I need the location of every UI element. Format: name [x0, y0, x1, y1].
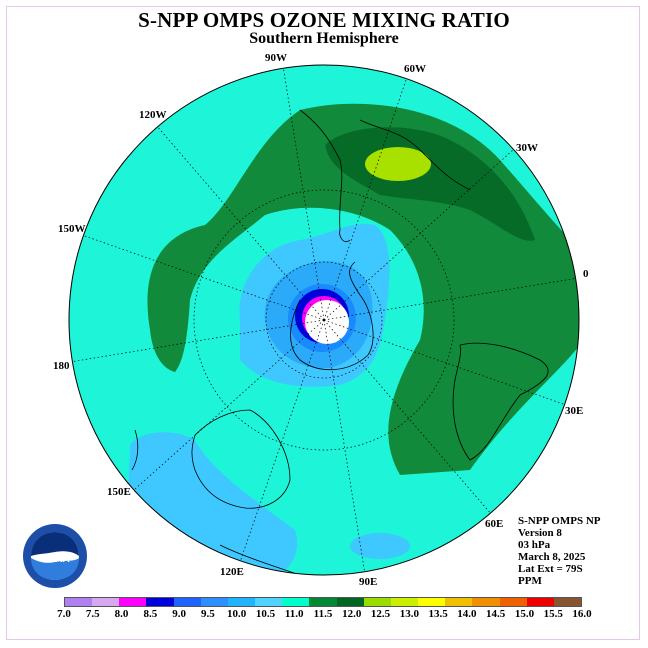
- colorbar-tick-label: 12.0: [342, 608, 362, 620]
- colorbar-swatch: [499, 598, 527, 606]
- colorbar-tick-label: 9.0: [172, 608, 186, 620]
- lon-label-60w: 60W: [404, 63, 426, 75]
- colorbar-swatch: [119, 598, 147, 606]
- colorbar-tick-label: 13.5: [428, 608, 448, 620]
- colorbar-swatch: [255, 598, 283, 606]
- colorbar-tick-label: 12.5: [370, 608, 391, 620]
- colorbar-tick-label: 15.5: [543, 608, 563, 620]
- noaa-logo: NOAA: [23, 524, 87, 588]
- colorbar-swatch: [418, 598, 446, 606]
- lon-label-60e: 60E: [485, 518, 504, 530]
- lon-label-30e: 30E: [565, 405, 584, 417]
- colorbar-tick-label: 8.0: [114, 608, 129, 620]
- map-subtitle: Southern Hemisphere: [249, 30, 399, 47]
- colorbar-tick-label: 14.0: [457, 608, 477, 620]
- colorbar-swatch: [553, 598, 581, 606]
- lon-label-150e: 150E: [107, 486, 131, 498]
- colorbar-tick-label: 14.5: [486, 608, 506, 620]
- coastlines: [131, 109, 549, 575]
- colorbar-swatch: [146, 598, 174, 606]
- colorbar-tick-label: 11.5: [313, 608, 333, 620]
- colorbar-swatch: [282, 598, 310, 606]
- ozone-band-10-5-small: [350, 533, 410, 559]
- info-date: March 8, 2025: [518, 551, 586, 563]
- colorbar-tick-label: 9.5: [201, 608, 215, 620]
- colorbar-swatch: [336, 598, 364, 606]
- colorbar-tick-label: 7.0: [57, 608, 71, 620]
- colorbar-tick-label: 16.0: [572, 608, 592, 620]
- lon-label-90w: 90W: [265, 52, 287, 64]
- info-version: Version 8: [518, 527, 562, 539]
- ozone-band-12-5: [365, 147, 431, 181]
- info-level: 03 hPa: [518, 539, 551, 551]
- lon-label-150w: 150W: [58, 223, 86, 235]
- colorbar-swatch: [227, 598, 256, 606]
- colorbar-tick-label: 11.0: [284, 608, 304, 620]
- colorbar-swatch: [65, 598, 93, 606]
- noaa-logo-text: NOAA: [40, 554, 69, 565]
- colorbar-swatch: [200, 598, 228, 606]
- info-instrument: S-NPP OMPS NP: [518, 515, 601, 527]
- lon-label-180: 180: [53, 360, 70, 372]
- colorbar-swatch: [173, 598, 201, 606]
- colorbar-swatch: [472, 598, 500, 606]
- colorbar-tick-label: 13.0: [399, 608, 419, 620]
- colorbar-swatch: [363, 598, 391, 606]
- colorbar-tick-label: 7.5: [85, 608, 100, 620]
- colorbar: [64, 597, 582, 607]
- info-block: S-NPP OMPS NP Version 8 03 hPa March 8, …: [518, 515, 601, 587]
- graticule: [69, 65, 579, 575]
- colorbar-swatch: [445, 598, 473, 606]
- lon-label-120w: 120W: [139, 109, 167, 121]
- lon-label-30w: 30W: [516, 142, 538, 154]
- colorbar-tick-label: 10.5: [255, 608, 276, 620]
- colorbar-tick-label: 15.0: [514, 608, 535, 620]
- plot-frame: [6, 6, 640, 640]
- map-border: [68, 64, 580, 576]
- colorbar-tick-label: 8.5: [143, 608, 158, 620]
- colorbar-tick-label: 10.0: [227, 608, 247, 620]
- colorbar-swatch: [309, 598, 337, 606]
- lon-label-0: 0: [583, 268, 589, 280]
- lon-label-90e: 90E: [359, 576, 378, 588]
- colorbar-swatch: [390, 598, 419, 606]
- colorbar-swatch: [526, 598, 554, 606]
- lon-label-120e: 120E: [220, 566, 244, 578]
- map-title: S-NPP OMPS OZONE MIXING RATIO: [138, 8, 510, 32]
- info-lat-ext: Lat Ext = 79S: [518, 563, 583, 575]
- info-units: PPM: [518, 575, 542, 587]
- colorbar-swatch: [92, 598, 120, 606]
